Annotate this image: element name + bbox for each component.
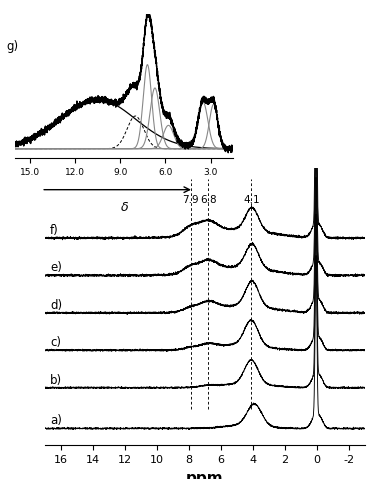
Text: a): a)	[50, 414, 62, 427]
Text: g): g)	[6, 40, 18, 53]
Text: 4.1: 4.1	[243, 194, 259, 205]
Text: 6.8: 6.8	[200, 194, 217, 205]
Text: d): d)	[50, 299, 62, 312]
Text: f): f)	[50, 224, 59, 237]
Text: 7.9: 7.9	[182, 194, 199, 205]
Text: $\delta$: $\delta$	[120, 201, 129, 214]
Text: e): e)	[50, 261, 62, 274]
X-axis label: ppm: ppm	[186, 471, 224, 479]
Text: c): c)	[50, 336, 61, 349]
Text: b): b)	[50, 374, 62, 387]
